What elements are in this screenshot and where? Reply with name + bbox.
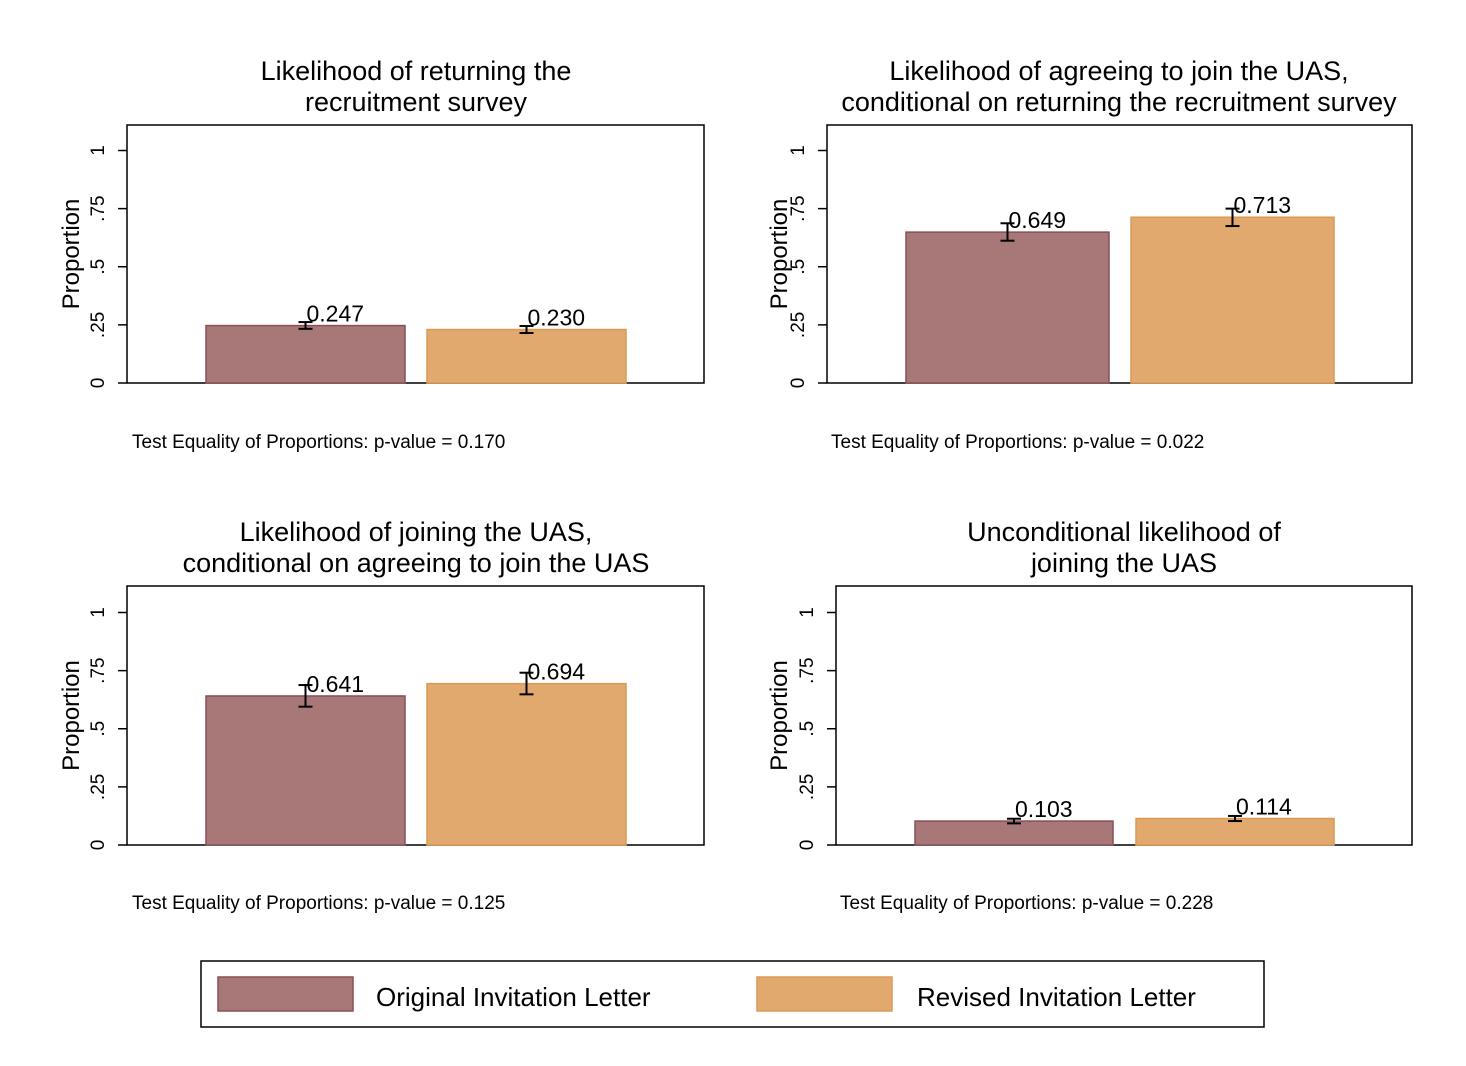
bar-original [914, 820, 1114, 846]
chart-title-line: Unconditional likelihood of [967, 517, 1281, 547]
chart-panel-3: Likelihood of joining the UAS,conditiona… [58, 517, 705, 914]
y-tick-label: .25 [88, 312, 109, 338]
plot-frame [826, 124, 1413, 384]
legend-swatch-original [217, 976, 354, 1012]
y-axis-label: Proportion [58, 199, 85, 310]
y-tick-label: 0 [788, 378, 809, 389]
error-bar [1007, 817, 1021, 825]
error-bar [1225, 207, 1240, 228]
error-bar [298, 684, 313, 708]
bar-original [905, 231, 1110, 384]
bar-original [205, 695, 406, 846]
plot-frame [126, 585, 705, 846]
chart-panel-2: Likelihood of agreeing to join the UAS,c… [766, 56, 1413, 453]
bar-original [205, 324, 406, 384]
y-tick-label: .5 [88, 721, 109, 737]
data-label: 0.694 [528, 659, 586, 685]
y-axis-label: Proportion [766, 660, 793, 771]
y-tick-label: .75 [88, 657, 109, 683]
chart-title-line: Likelihood of joining the UAS, [240, 517, 593, 547]
y-tick-label: .5 [788, 259, 809, 275]
data-label: 0.230 [528, 305, 586, 331]
y-tick-label: 1 [788, 145, 809, 156]
y-tick-label: 1 [88, 607, 109, 618]
chart-title-line: joining the UAS [1030, 548, 1217, 578]
y-tick-label: 0 [88, 840, 109, 851]
y-tick-label: 1 [797, 607, 818, 618]
y-tick-label: 0 [797, 840, 818, 851]
chart-title-line: Likelihood of agreeing to join the UAS, [889, 56, 1348, 86]
data-label: 0.713 [1234, 192, 1292, 218]
legend-label: Revised Invitation Letter [917, 982, 1196, 1012]
p-value-note: Test Equality of Proportions: p-value = … [132, 893, 505, 914]
chart-title-line: recruitment survey [305, 87, 528, 117]
legend-swatch-revised [756, 976, 893, 1012]
p-value-note: Test Equality of Proportions: p-value = … [831, 432, 1204, 453]
chart-title-line: conditional on returning the recruitment… [841, 87, 1397, 117]
data-label: 0.649 [1009, 207, 1067, 233]
bar-revised [1130, 216, 1335, 384]
y-axis-label: Proportion [58, 660, 85, 771]
y-tick-label: .75 [88, 195, 109, 221]
y-tick-label: .25 [797, 774, 818, 800]
y-tick-label: .25 [88, 774, 109, 800]
y-tick-label: .25 [788, 312, 809, 338]
data-label: 0.641 [307, 671, 365, 697]
p-value-note: Test Equality of Proportions: p-value = … [132, 432, 505, 453]
y-tick-label: .5 [88, 259, 109, 275]
data-label: 0.103 [1015, 796, 1073, 822]
bar-revised [426, 682, 627, 846]
bar-revised [1135, 817, 1335, 846]
data-label: 0.247 [307, 301, 365, 327]
plot-frame [835, 585, 1413, 846]
plot-frame [126, 124, 705, 384]
chart-title-line: Likelihood of returning the [261, 56, 572, 86]
bar-revised [426, 328, 627, 384]
legend: Original Invitation Letter Revised Invita… [200, 960, 1265, 1028]
p-value-note: Test Equality of Proportions: p-value = … [840, 893, 1213, 914]
error-bar [519, 671, 534, 696]
legend-box [200, 960, 1265, 1028]
y-tick-label: 1 [88, 145, 109, 156]
error-bar [519, 325, 534, 335]
y-tick-label: .5 [797, 721, 818, 737]
y-tick-label: .75 [788, 195, 809, 221]
chart-title-line: conditional on agreeing to join the UAS [183, 548, 650, 578]
y-tick-label: .75 [797, 657, 818, 683]
error-bar [1000, 222, 1015, 242]
error-bar [1228, 814, 1242, 823]
data-label: 0.114 [1236, 793, 1292, 819]
y-tick-label: 0 [88, 378, 109, 389]
y-axis-label: Proportion [766, 199, 793, 310]
error-bar [298, 321, 313, 330]
legend-label: Original Invitation Letter [376, 982, 651, 1012]
